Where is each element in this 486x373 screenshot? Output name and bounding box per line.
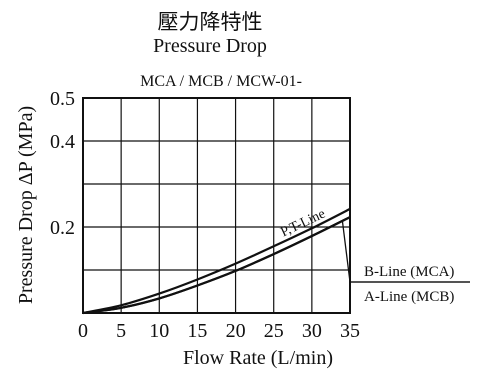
series-line-2: [82, 216, 351, 315]
plot-frame: [82, 97, 351, 314]
x-tick-label: 25: [264, 320, 284, 342]
y-tick-label: 0.4: [50, 131, 75, 153]
chart-subtitle: MCA / MCB / MCW-01-: [140, 73, 302, 90]
x-tick-label: 10: [149, 320, 169, 342]
y-tick-label: 0.2: [50, 217, 75, 239]
y-tick-label: 0.5: [50, 88, 75, 110]
series-layer: [82, 207, 351, 315]
a-line-label: A-Line (MCB): [364, 289, 454, 305]
series-line-0: [82, 207, 351, 315]
series-line-1: [82, 216, 351, 315]
tick-labels: 0 5 10 15 20 25 30 35 0.2 0.4 0.5: [50, 88, 360, 342]
chart-title-chinese: 壓力降特性: [157, 10, 263, 34]
x-tick-label: 35: [340, 320, 360, 342]
b-line-label: B-Line (MCA): [364, 264, 454, 280]
x-tick-label: 20: [226, 320, 246, 342]
pt-line-label: P,T-Line: [279, 207, 328, 241]
x-tick-label: 15: [187, 320, 207, 342]
x-axis-label: Flow Rate (L/min): [183, 347, 333, 369]
x-tick-label: 0: [78, 320, 88, 342]
leader-lines: [341, 220, 470, 283]
y-axis-label: Pressure Drop ΔP (MPa): [15, 106, 37, 304]
x-tick-label: 5: [116, 320, 126, 342]
chart-title: Pressure Drop: [153, 35, 267, 57]
grid: [83, 98, 350, 313]
x-tick-label: 30: [302, 320, 322, 342]
